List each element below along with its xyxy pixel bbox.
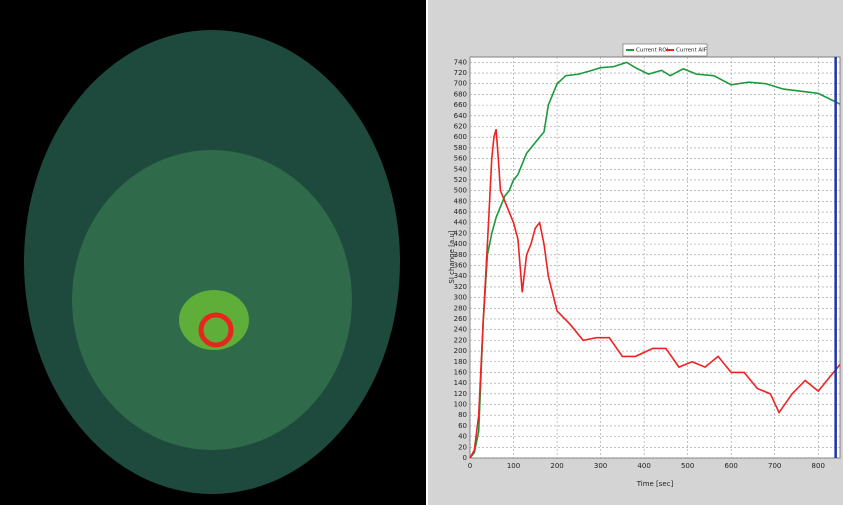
y-tick-label: 60 [458, 422, 467, 430]
y-tick-label: 600 [454, 133, 467, 141]
legend-box [622, 43, 708, 57]
y-tick-label: 440 [454, 219, 467, 227]
y-tick-label: 40 [458, 433, 467, 441]
y-tick-label: 300 [454, 294, 467, 302]
x-tick-label: 200 [550, 462, 563, 470]
y-tick-label: 640 [454, 112, 467, 120]
legend-label: Current AIF [676, 48, 707, 54]
legend-label: Current ROI [636, 48, 669, 54]
y-tick-label: 80 [458, 411, 467, 419]
x-tick-label: 0 [468, 462, 472, 470]
y-tick-label: 540 [454, 165, 467, 173]
x-tick-label: 800 [812, 462, 825, 470]
x-tick-label: 400 [637, 462, 650, 470]
y-tick-label: 660 [454, 101, 467, 109]
series-line [469, 61, 841, 459]
y-tick-label: 700 [454, 80, 467, 88]
y-tick-label: 500 [454, 187, 467, 195]
y-tick-label: 340 [454, 272, 467, 280]
x-axis-label: Time [sec] [636, 480, 674, 488]
lesion-region [179, 290, 249, 350]
series-line [469, 128, 841, 459]
y-tick-label: 260 [454, 315, 467, 323]
y-tick-label: 120 [454, 390, 467, 398]
y-tick-label: 680 [454, 90, 467, 98]
y-tick-label: 520 [454, 176, 467, 184]
y-tick-label: 420 [454, 229, 467, 237]
y-tick-label: 220 [454, 336, 467, 344]
y-tick-label: 720 [454, 69, 467, 77]
x-tick-label: 700 [768, 462, 781, 470]
y-tick-label: 360 [454, 262, 467, 270]
y-tick-label: 480 [454, 197, 467, 205]
y-tick-label: 0 [463, 454, 467, 462]
y-tick-label: 400 [454, 240, 467, 248]
y-tick-label: 240 [454, 326, 467, 334]
plot-area [469, 56, 841, 459]
y-tick-label: 140 [454, 379, 467, 387]
roi-marker [198, 312, 234, 348]
y-tick-label: 580 [454, 144, 467, 152]
y-axis-label: SI change [a.u] [448, 230, 456, 283]
y-tick-label: 740 [454, 58, 467, 66]
y-tick-label: 620 [454, 123, 467, 131]
y-tick-label: 200 [454, 347, 467, 355]
x-tick-label: 500 [681, 462, 694, 470]
y-tick-label: 180 [454, 358, 467, 366]
y-tick-label: 320 [454, 283, 467, 291]
y-tick-label: 20 [458, 443, 467, 451]
x-tick-label: 300 [594, 462, 607, 470]
x-tick-label: 600 [724, 462, 737, 470]
y-tick-label: 560 [454, 155, 467, 163]
y-tick-label: 100 [454, 401, 467, 409]
x-tick-label: 100 [507, 462, 520, 470]
y-tick-label: 380 [454, 251, 467, 259]
y-tick-label: 160 [454, 368, 467, 376]
y-tick-label: 460 [454, 208, 467, 216]
y-tick-label: 280 [454, 304, 467, 312]
